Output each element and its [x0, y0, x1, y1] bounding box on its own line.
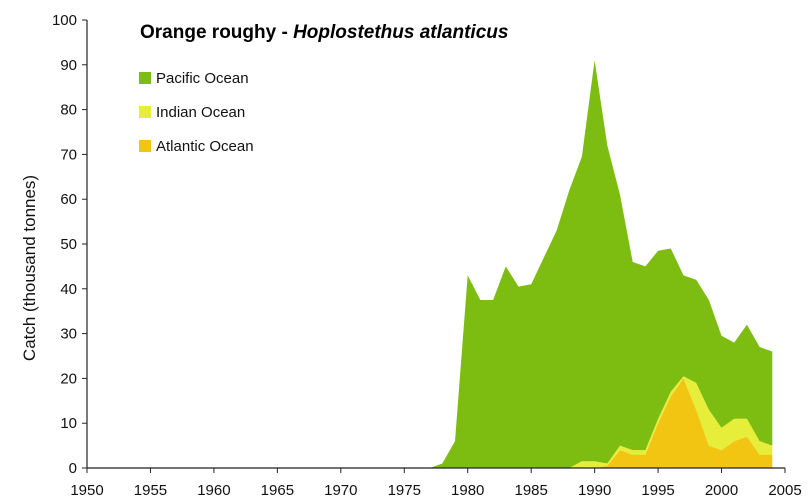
y-tick-label: 0	[69, 460, 77, 477]
x-tick-label: 1960	[197, 482, 230, 499]
y-tick-label: 90	[60, 57, 77, 74]
x-tick-label: 1955	[134, 482, 167, 499]
x-tick-label: 1970	[324, 482, 357, 499]
area-pacific-ocean	[87, 60, 773, 469]
x-tick-label: 1985	[514, 482, 547, 499]
x-tick-label: 2005	[768, 482, 801, 499]
x-tick-label: 2000	[705, 482, 738, 499]
legend-swatch-pacific-ocean	[139, 72, 151, 84]
x-ticks: 1950 1955 1960 1965 1970 1975 1980 1985 1990 1995…	[70, 468, 802, 499]
area-layers	[87, 60, 773, 469]
x-tick-label: 1990	[578, 482, 611, 499]
y-tick-label: 50	[60, 236, 77, 253]
x-tick-label: 1995	[641, 482, 674, 499]
y-tick-label: 10	[60, 415, 77, 432]
y-tick-label: 100	[52, 12, 77, 29]
legend-swatch-atlantic-ocean	[139, 140, 151, 152]
area-atlantic-ocean	[87, 378, 773, 468]
chart-title-species: Hoplostethus atlanticus	[293, 22, 508, 43]
chart-title: Orange roughy - Hoplostethus atlanticus	[140, 22, 508, 43]
y-tick-label: 70	[60, 146, 77, 163]
y-tick-label: 60	[60, 191, 77, 208]
chart-title-main: Orange roughy -	[140, 22, 293, 43]
y-tick-label: 80	[60, 102, 77, 119]
y-tick-label: 20	[60, 370, 77, 387]
x-tick-label: 1980	[451, 482, 484, 499]
y-ticks: 0 10 20 30 40 50 60 70 80 90 100	[52, 12, 87, 477]
x-tick-label: 1975	[388, 482, 421, 499]
legend-label-indian-ocean: Indian Ocean	[156, 104, 245, 121]
legend: Pacific Ocean Indian Ocean Atlantic Ocean	[139, 70, 254, 155]
y-axis-label: Catch (thousand tonnes)	[20, 175, 39, 361]
x-tick-label: 1950	[70, 482, 103, 499]
y-tick-label: 40	[60, 281, 77, 298]
legend-swatch-indian-ocean	[139, 106, 151, 118]
legend-label-atlantic-ocean: Atlantic Ocean	[156, 138, 254, 155]
legend-label-pacific-ocean: Pacific Ocean	[156, 70, 249, 87]
y-tick-label: 30	[60, 326, 77, 343]
x-tick-label: 1965	[261, 482, 294, 499]
